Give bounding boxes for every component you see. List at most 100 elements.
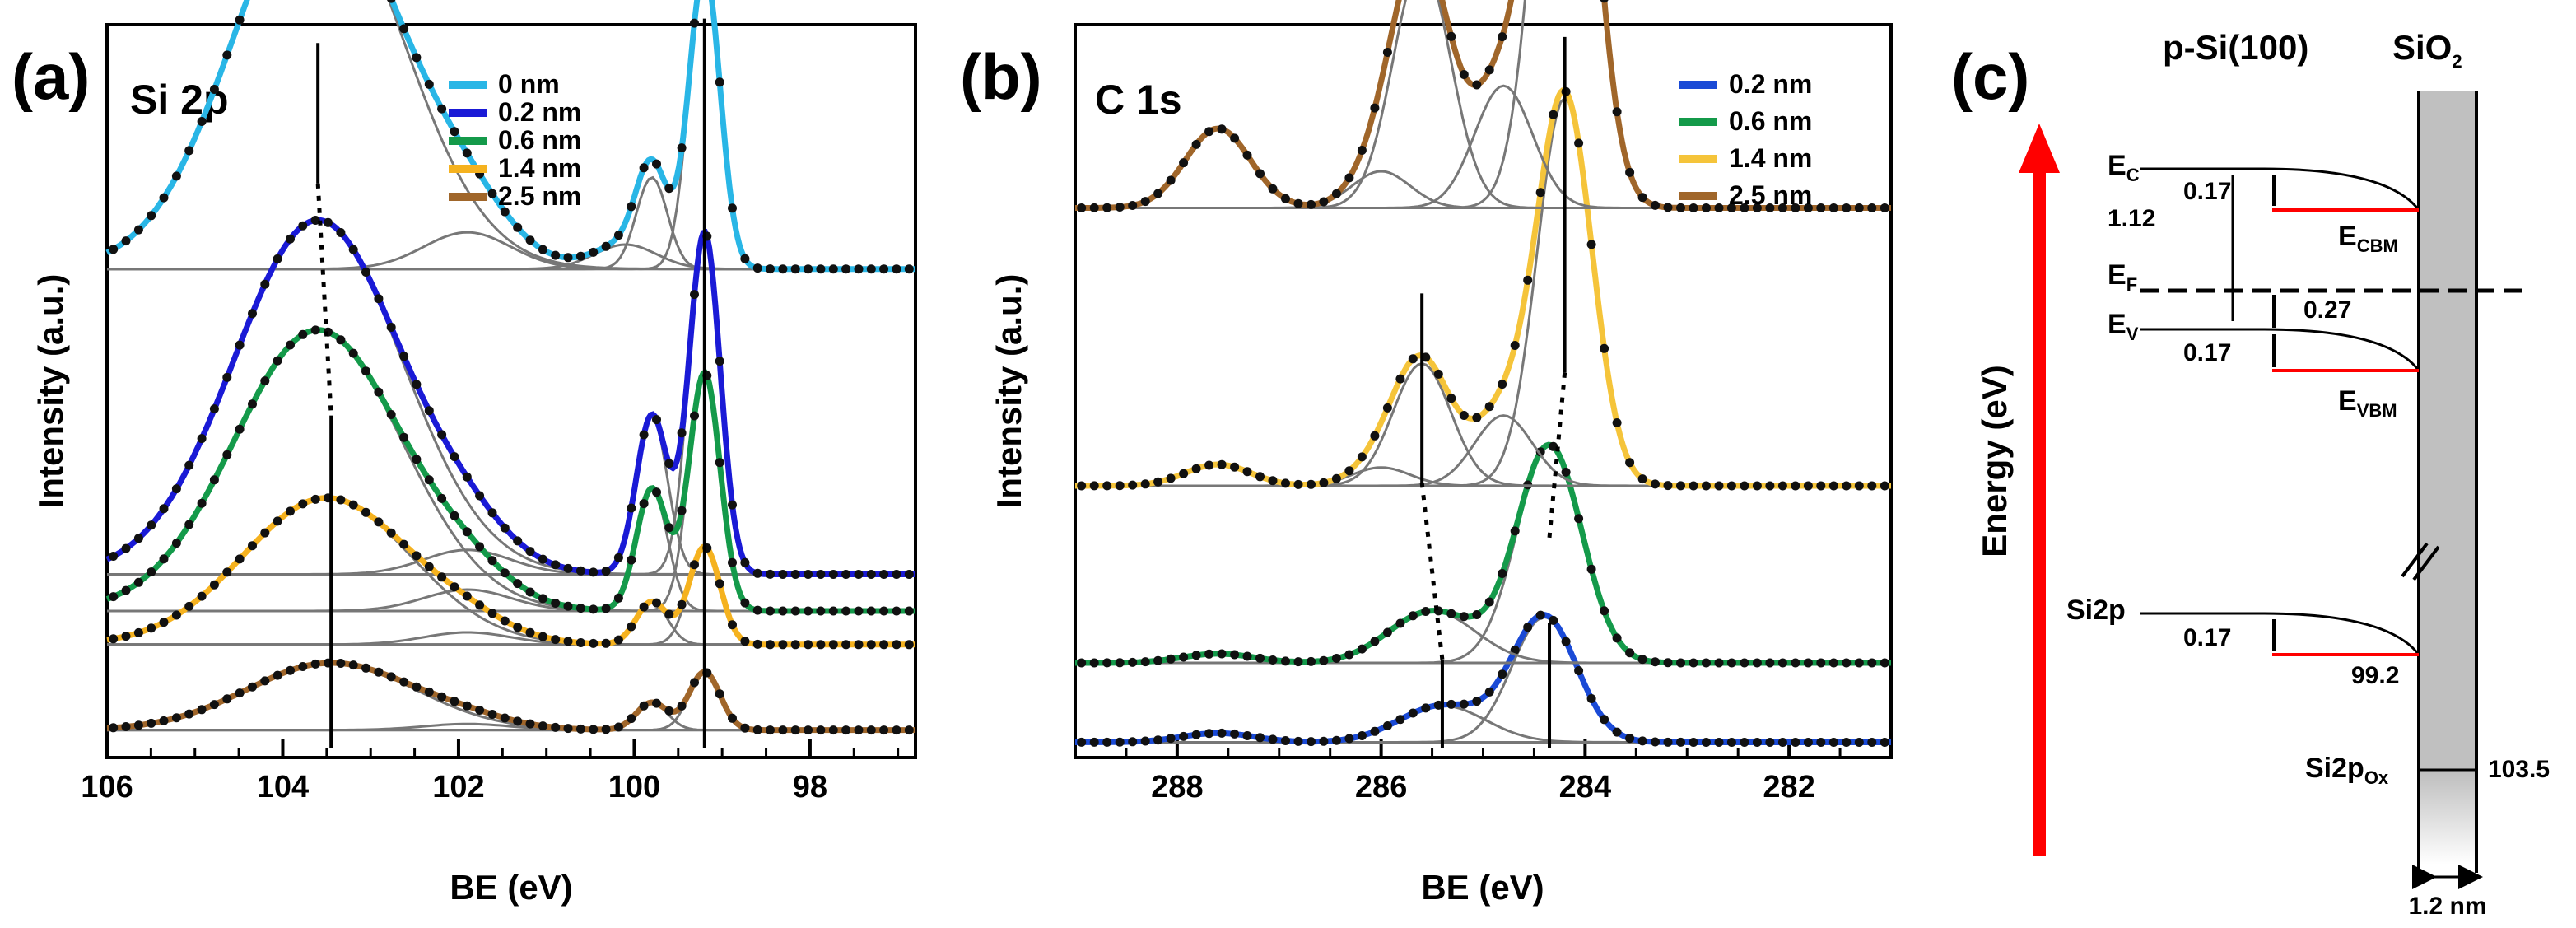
data-point bbox=[133, 627, 143, 637]
data-point bbox=[1446, 609, 1456, 618]
data-point bbox=[133, 534, 143, 543]
panel-b-ylabel: Intensity (a.u.) bbox=[990, 274, 1028, 509]
panel-a-label: (a) bbox=[12, 40, 90, 113]
data-point bbox=[184, 146, 194, 156]
data-point bbox=[412, 53, 422, 63]
data-point bbox=[1498, 569, 1507, 578]
data-point bbox=[677, 143, 687, 153]
data-point bbox=[399, 352, 409, 361]
data-point bbox=[601, 567, 611, 576]
data-point bbox=[248, 399, 257, 409]
data-point bbox=[563, 563, 573, 573]
data-point bbox=[374, 387, 384, 397]
data-point bbox=[1191, 139, 1201, 149]
data-point bbox=[298, 221, 308, 231]
data-point bbox=[690, 18, 699, 28]
data-point bbox=[1676, 203, 1685, 212]
data-point bbox=[804, 570, 813, 579]
ev-label: EV bbox=[2108, 309, 2139, 344]
data-point bbox=[1370, 726, 1380, 736]
data-point bbox=[1077, 481, 1087, 491]
data-point bbox=[1472, 610, 1482, 619]
data-point bbox=[1689, 738, 1698, 747]
data-point bbox=[1498, 380, 1507, 389]
panel-a-ylabel: Intensity (a.u.) bbox=[31, 274, 70, 509]
data-point bbox=[690, 678, 699, 688]
data-point bbox=[1166, 654, 1176, 664]
data-point bbox=[1777, 203, 1787, 212]
data-point bbox=[1089, 481, 1099, 491]
data-point bbox=[1523, 623, 1533, 632]
data-point bbox=[752, 263, 762, 273]
x-tick-label: 286 bbox=[1355, 770, 1407, 804]
data-point bbox=[1777, 481, 1787, 491]
data-point bbox=[525, 235, 535, 245]
data-point bbox=[1803, 203, 1813, 212]
data-point bbox=[816, 606, 826, 616]
data-point bbox=[1307, 737, 1316, 747]
data-point bbox=[235, 15, 245, 25]
x-tick-label: 100 bbox=[608, 770, 660, 804]
data-point bbox=[121, 722, 131, 731]
panel-b: (b) C 1s Intensity (a.u.) BE (eV) 288 286… bbox=[960, 0, 1893, 907]
data-point bbox=[1446, 394, 1456, 403]
data-point bbox=[652, 598, 661, 608]
data-point bbox=[790, 640, 800, 650]
data-point bbox=[1561, 467, 1571, 477]
data-point bbox=[1128, 657, 1138, 667]
data-point bbox=[437, 692, 447, 702]
panel-b-markers bbox=[1419, 36, 1567, 748]
data-point bbox=[1153, 655, 1163, 665]
data-point bbox=[790, 264, 800, 274]
data-point bbox=[450, 511, 459, 520]
data-point bbox=[904, 570, 914, 579]
data-point bbox=[563, 601, 573, 611]
data-point bbox=[677, 506, 687, 515]
data-point bbox=[1230, 133, 1240, 143]
data-point bbox=[1255, 733, 1265, 743]
x-tick-label: 102 bbox=[432, 770, 484, 804]
data-point bbox=[184, 520, 194, 529]
si2p-level bbox=[2140, 612, 2420, 655]
data-point bbox=[1612, 418, 1622, 427]
data-point bbox=[1867, 658, 1877, 668]
data-point bbox=[1663, 481, 1673, 491]
data-point bbox=[1702, 658, 1711, 668]
data-point bbox=[1498, 32, 1507, 42]
data-point bbox=[1740, 481, 1749, 491]
data-point bbox=[1880, 658, 1889, 668]
data-point bbox=[1153, 189, 1163, 198]
legend-label: 1.4 nm bbox=[498, 153, 581, 183]
data-point bbox=[500, 523, 510, 533]
data-point bbox=[1535, 188, 1545, 198]
data-point bbox=[589, 247, 599, 257]
x-tick-label: 104 bbox=[257, 770, 309, 804]
data-point bbox=[1676, 481, 1685, 491]
data-point bbox=[1242, 731, 1252, 740]
data-point bbox=[348, 660, 358, 670]
data-point bbox=[778, 725, 788, 735]
data-point bbox=[728, 203, 737, 213]
data-point bbox=[752, 605, 762, 615]
data-point bbox=[209, 700, 219, 710]
data-point bbox=[336, 659, 346, 668]
series-line bbox=[1075, 441, 1891, 666]
data-point bbox=[462, 591, 472, 601]
data-point bbox=[513, 579, 523, 589]
data-point bbox=[121, 236, 131, 246]
data-point bbox=[904, 640, 914, 650]
data-point bbox=[1433, 369, 1443, 379]
data-point bbox=[487, 609, 497, 618]
data-point bbox=[1600, 343, 1609, 353]
data-point bbox=[1752, 738, 1762, 747]
ec-label: EC bbox=[2108, 150, 2140, 185]
data-point bbox=[1128, 201, 1138, 210]
data-point bbox=[892, 640, 901, 650]
ef-ev-value: 0.27 bbox=[2303, 296, 2351, 324]
data-point bbox=[575, 251, 585, 261]
data-point bbox=[1676, 737, 1685, 747]
data-point bbox=[1217, 124, 1227, 134]
data-point bbox=[1089, 203, 1099, 212]
data-point bbox=[866, 570, 876, 579]
data-point bbox=[1663, 203, 1673, 212]
